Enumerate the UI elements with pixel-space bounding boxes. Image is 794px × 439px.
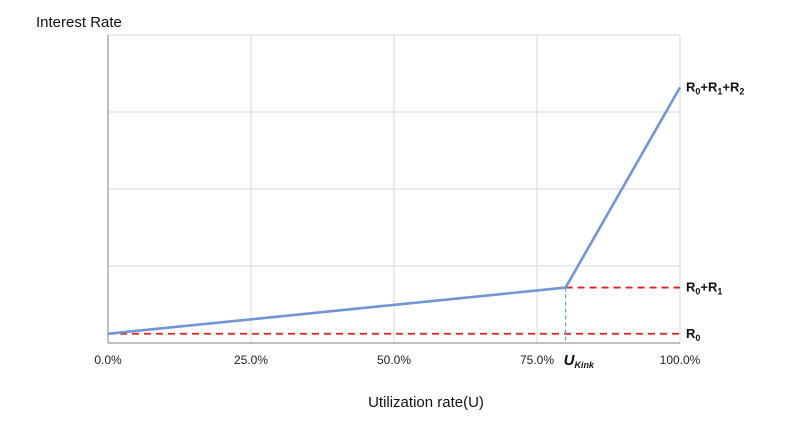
kink-label: UKink	[564, 352, 595, 370]
plot-area: 0.0% 25.0% 50.0% 75.0% 100.0% R0 R0+R1 R0+R1+R2…	[94, 34, 744, 370]
x-tick-label: 100.0%	[660, 353, 701, 367]
x-axis-title: Utilization rate(U)	[368, 394, 484, 411]
rate-curve	[107, 86, 682, 336]
reference-label: R0	[686, 326, 700, 343]
x-tick-label: 50.0%	[377, 353, 411, 367]
reference-label: R0+R1+R2	[686, 79, 744, 96]
x-tick-label: 25.0%	[234, 353, 268, 367]
x-tick-label: 0.0%	[94, 353, 122, 367]
reference-label: R0+R1	[686, 280, 722, 297]
y-axis-title: Interest Rate	[36, 14, 122, 31]
x-tick-label: 75.0%	[520, 353, 554, 367]
